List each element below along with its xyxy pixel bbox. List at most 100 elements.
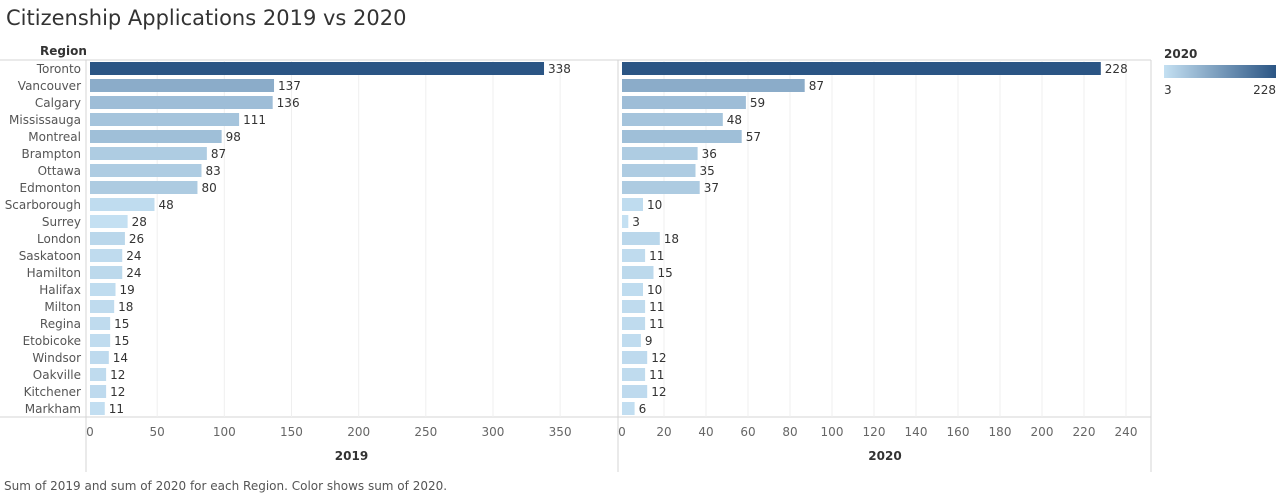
category-label: Mississauga xyxy=(9,113,81,127)
x-tick-label: 120 xyxy=(863,425,886,439)
bar xyxy=(622,249,646,262)
bar xyxy=(622,79,805,92)
bar xyxy=(622,266,654,279)
data-label: 137 xyxy=(278,79,301,93)
row-header: Region xyxy=(40,44,87,58)
data-label: 10 xyxy=(647,198,662,212)
bar xyxy=(90,130,222,143)
bar xyxy=(90,317,111,330)
data-label: 36 xyxy=(702,147,717,161)
bar xyxy=(90,266,123,279)
bar xyxy=(622,351,648,364)
x-tick-label: 40 xyxy=(698,425,713,439)
data-label: 48 xyxy=(158,198,173,212)
x-tick-label: 80 xyxy=(782,425,797,439)
data-label: 228 xyxy=(1105,62,1128,76)
data-label: 98 xyxy=(226,130,241,144)
category-label: Milton xyxy=(44,300,81,314)
bar xyxy=(90,181,198,194)
category-label: Scarborough xyxy=(5,198,81,212)
data-label: 18 xyxy=(664,232,679,246)
category-label: Oakville xyxy=(33,368,81,382)
bar xyxy=(622,385,648,398)
data-label: 24 xyxy=(126,266,141,280)
legend-max-label: 228 xyxy=(1253,83,1276,97)
bar xyxy=(622,283,643,296)
data-label: 3 xyxy=(632,215,640,229)
bar xyxy=(622,181,700,194)
bar xyxy=(90,334,111,347)
bar xyxy=(622,198,643,211)
category-label: Surrey xyxy=(42,215,81,229)
bar xyxy=(90,249,123,262)
x-tick-label: 240 xyxy=(1115,425,1138,439)
x-tick-label: 100 xyxy=(213,425,236,439)
data-label: 9 xyxy=(645,334,653,348)
x-tick-label: 220 xyxy=(1073,425,1096,439)
bar xyxy=(622,130,742,143)
axis-title: 2019 xyxy=(335,449,368,463)
data-label: 11 xyxy=(649,317,664,331)
data-label: 28 xyxy=(132,215,147,229)
category-label: Calgary xyxy=(35,96,81,110)
data-label: 15 xyxy=(114,317,129,331)
category-label: Halifax xyxy=(39,283,81,297)
data-label: 59 xyxy=(750,96,765,110)
bar xyxy=(622,215,629,228)
data-label: 83 xyxy=(205,164,220,178)
bar xyxy=(90,232,125,245)
data-label: 11 xyxy=(109,402,124,416)
category-labels: Toronto Vancouver Calgary Mississauga Montre… xyxy=(5,62,81,416)
panel-2020: 0 20 40 60 80 100 120 140 160 180 200 220 240 228 87 59… xyxy=(618,60,1137,463)
category-label: Saskatoon xyxy=(19,249,81,263)
data-label: 15 xyxy=(658,266,673,280)
data-label: 80 xyxy=(201,181,216,195)
legend-title: 2020 xyxy=(1164,47,1197,61)
data-label: 12 xyxy=(110,368,125,382)
bar xyxy=(90,198,155,211)
bar xyxy=(622,402,635,415)
x-tick-label: 300 xyxy=(482,425,505,439)
data-label: 10 xyxy=(647,283,662,297)
x-tick-label: 350 xyxy=(549,425,572,439)
data-label: 11 xyxy=(649,300,664,314)
x-tick-label: 180 xyxy=(989,425,1012,439)
category-label: Toronto xyxy=(36,62,81,76)
data-label: 11 xyxy=(649,249,664,263)
bar xyxy=(622,334,641,347)
legend-gradient xyxy=(1164,65,1276,78)
bar xyxy=(622,113,723,126)
chart-title: Citizenship Applications 2019 vs 2020 xyxy=(6,6,407,30)
data-label: 12 xyxy=(651,385,666,399)
category-label: Montreal xyxy=(28,130,81,144)
x-tick-label: 0 xyxy=(86,425,94,439)
bar xyxy=(90,62,545,75)
bar xyxy=(90,351,109,364)
bar xyxy=(90,215,128,228)
bar xyxy=(90,79,275,92)
category-label: Hamilton xyxy=(27,266,81,280)
x-tick-label: 200 xyxy=(347,425,370,439)
x-tick-label: 160 xyxy=(947,425,970,439)
category-label: Windsor xyxy=(32,351,81,365)
category-label: Etobicoke xyxy=(23,334,81,348)
data-label: 11 xyxy=(649,368,664,382)
data-label: 6 xyxy=(639,402,647,416)
color-legend: 2020 3 228 xyxy=(1164,47,1276,97)
bar xyxy=(622,368,646,381)
category-label: London xyxy=(37,232,81,246)
data-label: 26 xyxy=(129,232,144,246)
bar xyxy=(622,96,746,109)
data-label: 87 xyxy=(809,79,824,93)
data-label: 338 xyxy=(548,62,571,76)
bar xyxy=(90,368,107,381)
category-label: Regina xyxy=(40,317,81,331)
bar xyxy=(90,113,240,126)
category-label: Brampton xyxy=(22,147,81,161)
data-label: 12 xyxy=(651,351,666,365)
data-label: 48 xyxy=(727,113,742,127)
data-label: 87 xyxy=(211,147,226,161)
data-label: 57 xyxy=(746,130,761,144)
